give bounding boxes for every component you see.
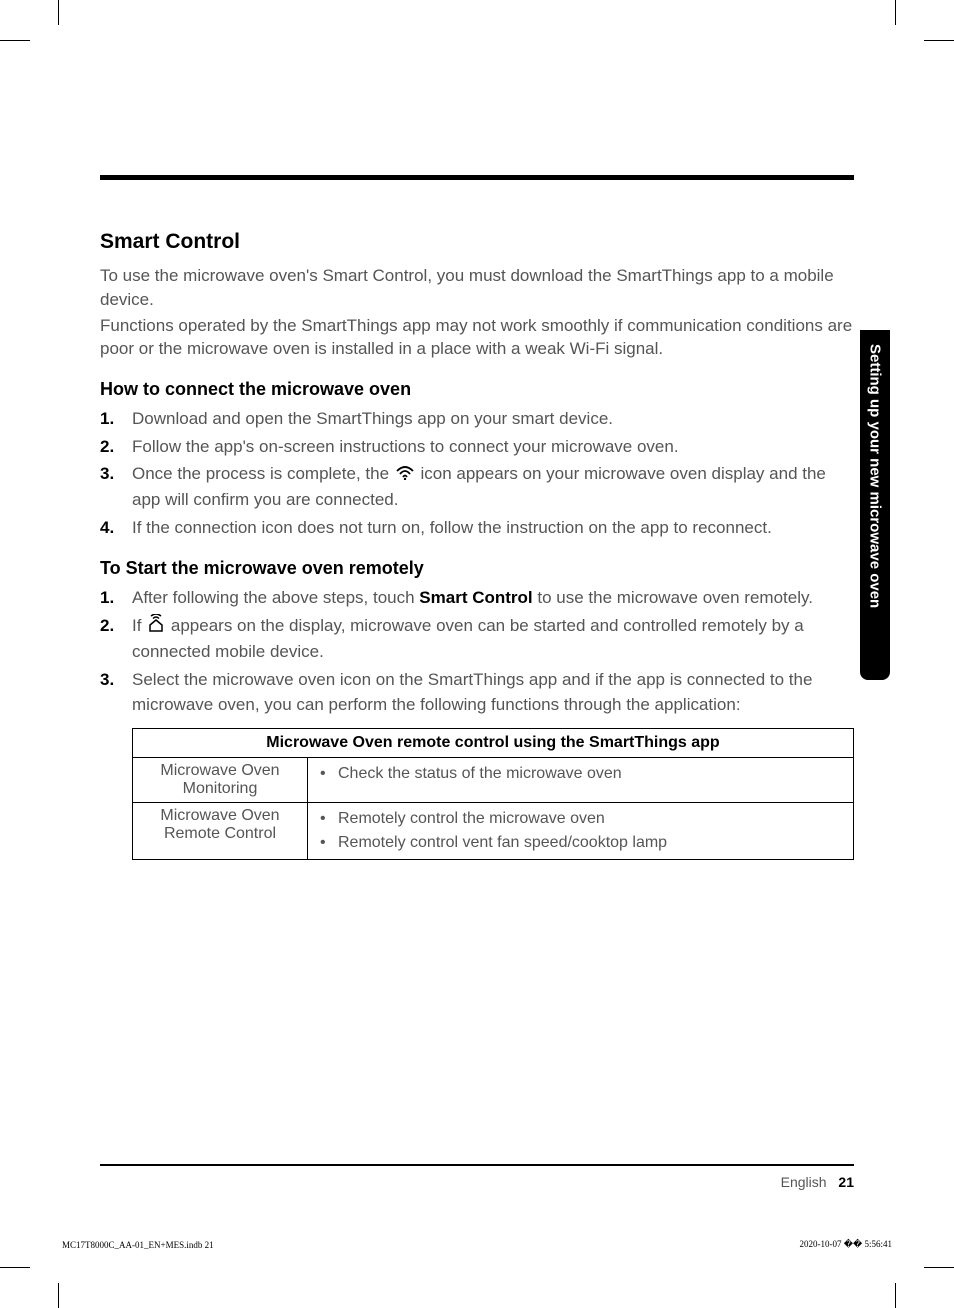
page-number: 21	[838, 1174, 854, 1190]
crop-mark	[0, 40, 30, 41]
crop-mark	[895, 0, 896, 25]
bullet-item: Remotely control vent fan speed/cooktop …	[316, 831, 845, 855]
step-item: Download and open the SmartThings app on…	[100, 406, 854, 432]
smart-control-label: Smart Control	[419, 588, 532, 607]
remote-control-table: Microwave Oven remote control using the …	[132, 728, 854, 860]
step-text: Once the process is complete, the	[132, 464, 394, 483]
crop-mark	[895, 1283, 896, 1308]
step-text: If	[132, 616, 146, 635]
subheading-start: To Start the microwave oven remotely	[100, 558, 854, 579]
footer-text: English 21	[781, 1174, 854, 1190]
intro-paragraph: To use the microwave oven's Smart Contro…	[100, 264, 854, 312]
side-tab: Setting up your new microwave oven	[860, 330, 890, 680]
step-item: Once the process is complete, the icon a…	[100, 461, 854, 513]
footer-rule	[100, 1164, 854, 1166]
bullet-item: Check the status of the microwave oven	[316, 762, 845, 786]
step-item: After following the above steps, touch S…	[100, 585, 854, 611]
print-meta-filename: MC17T8000C_AA-01_EN+MES.indb 21	[62, 1240, 214, 1250]
step-item: If appears on the display, microwave ove…	[100, 613, 854, 665]
table-cell: Check the status of the microwave oven	[308, 757, 854, 802]
crop-mark	[58, 0, 59, 25]
subheading-connect: How to connect the microwave oven	[100, 379, 854, 400]
table-cell: Remotely control the microwave oven Remo…	[308, 802, 854, 859]
wifi-icon	[396, 462, 414, 488]
step-item: Select the microwave oven icon on the Sm…	[100, 667, 854, 718]
crop-mark	[58, 1283, 59, 1308]
section-title: Smart Control	[100, 230, 854, 254]
table-label: Microwave Oven Monitoring	[133, 757, 308, 802]
print-meta-timestamp: 2020-10-07 �� 5:56:41	[800, 1239, 892, 1250]
table-label: Microwave Oven Remote Control	[133, 802, 308, 859]
table-row: Microwave Oven Monitoring Check the stat…	[133, 757, 854, 802]
intro-paragraph: Functions operated by the SmartThings ap…	[100, 314, 854, 362]
steps-start: After following the above steps, touch S…	[100, 585, 854, 717]
table-row: Microwave Oven Remote Control Remotely c…	[133, 802, 854, 859]
footer-language: English	[781, 1174, 827, 1190]
table-header: Microwave Oven remote control using the …	[133, 728, 854, 757]
step-item: If the connection icon does not turn on,…	[100, 515, 854, 541]
crop-mark	[924, 1267, 954, 1268]
bullet-item: Remotely control the microwave oven	[316, 807, 845, 831]
step-text: to use the microwave oven remotely.	[533, 588, 813, 607]
step-item: Follow the app's on-screen instructions …	[100, 434, 854, 460]
home-wifi-icon	[148, 614, 164, 640]
step-text: After following the above steps, touch	[132, 588, 419, 607]
crop-mark	[924, 40, 954, 41]
step-text: appears on the display, microwave oven c…	[132, 616, 804, 661]
steps-connect: Download and open the SmartThings app on…	[100, 406, 854, 540]
crop-mark	[0, 1267, 30, 1268]
